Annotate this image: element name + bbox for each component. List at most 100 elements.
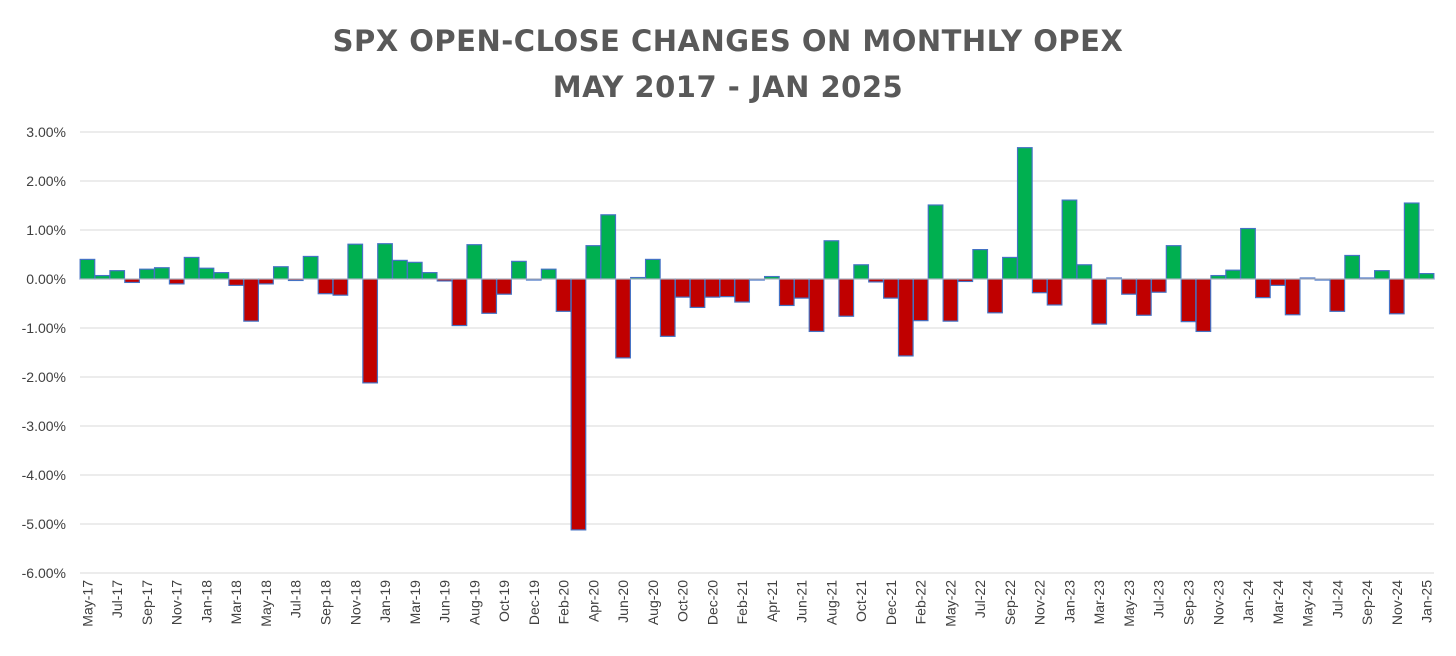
x-tick-label: May-17 <box>79 580 95 627</box>
x-tick-label: Feb-20 <box>556 580 572 625</box>
x-tick-label: May-24 <box>1300 580 1316 627</box>
x-tick-label: Nov-24 <box>1389 580 1405 625</box>
gridlines <box>80 131 1434 574</box>
x-tick-label: Jun-19 <box>437 580 453 623</box>
x-tick-label: Jan-24 <box>1240 580 1256 623</box>
bar-Aug-20 <box>644 258 661 280</box>
x-tick-label: Jul-24 <box>1329 580 1345 618</box>
bar-Nov-19 <box>511 260 527 280</box>
bar-Nov-20 <box>689 278 706 309</box>
bar-Feb-19 <box>392 259 408 280</box>
bar-Dec-17 <box>183 256 200 280</box>
bar-Jul-21 <box>808 278 825 333</box>
x-tick-label: Feb-22 <box>913 580 929 625</box>
x-tick-label: Sep-17 <box>139 580 155 625</box>
x-tick-label: Aug-21 <box>823 580 839 625</box>
y-tick-label: -4.00% <box>22 467 66 483</box>
y-axis-ticks: 3.00% 2.00% 1.00% 0.00% -1.00% -2.00% -3.00% -4… <box>22 124 66 581</box>
x-tick-label: Mar-18 <box>228 580 244 625</box>
x-tick-label: Feb-21 <box>734 580 750 625</box>
x-tick-label: Mar-19 <box>407 580 423 625</box>
bar-Jul-24 <box>1329 278 1346 312</box>
x-tick-label: Aug-20 <box>645 580 661 625</box>
y-tick-label: -6.00% <box>22 565 66 581</box>
bar-Apr-19 <box>421 272 438 280</box>
bar-Oct-22 <box>1016 147 1033 280</box>
x-tick-label: Dec-19 <box>526 580 542 625</box>
bar-Oct-24 <box>1374 270 1390 280</box>
x-tick-label: Jan-23 <box>1061 580 1077 623</box>
bar-Jun-17 <box>94 274 111 280</box>
x-tick-label: May-23 <box>1121 580 1137 627</box>
bar-Sep-18 <box>317 278 334 295</box>
x-tick-label: Sep-22 <box>1002 580 1018 625</box>
chart-subtitle: MAY 2017 - JAN 2025 <box>552 70 904 104</box>
bar-Jan-21 <box>719 278 736 298</box>
bar-Feb-23 <box>1076 264 1093 280</box>
bar-Mar-18 <box>228 278 245 286</box>
x-tick-label: Jun-20 <box>615 580 631 623</box>
y-tick-label: 3.00% <box>26 124 66 140</box>
bar-Nov-18 <box>347 243 364 280</box>
bar-Sep-23 <box>1180 278 1197 323</box>
bar-Feb-20 <box>555 278 572 312</box>
bar-Feb-22 <box>912 278 929 322</box>
bar-Oct-17 <box>153 267 170 280</box>
y-tick-label: 1.00% <box>26 222 66 238</box>
bar-May-23 <box>1121 278 1137 295</box>
bar-Nov-24 <box>1388 278 1405 315</box>
x-tick-label: Jan-25 <box>1419 580 1435 623</box>
bar-May-22 <box>942 278 959 322</box>
x-tick-label: Jan-18 <box>198 580 214 623</box>
bar-Mar-23 <box>1091 278 1108 325</box>
x-tick-label: Jul-23 <box>1151 580 1167 618</box>
x-tick-label: Oct-21 <box>853 580 869 622</box>
bar-Sep-19 <box>481 278 498 314</box>
bar-Feb-21 <box>734 278 751 303</box>
x-tick-label: Aug-19 <box>466 580 482 625</box>
x-tick-label: Nov-22 <box>1032 580 1048 625</box>
bar-Sep-22 <box>1002 256 1018 280</box>
chart-title: SPX OPEN-CLOSE CHANGES ON MONTHLY OPEX <box>332 24 1124 58</box>
bar-Feb-24 <box>1254 278 1271 299</box>
bar-Jul-19 <box>451 278 468 327</box>
bar-May-21 <box>778 278 795 307</box>
bar-Jan-18 <box>198 267 215 280</box>
x-tick-label: Mar-24 <box>1270 580 1286 625</box>
x-tick-label: Nov-17 <box>169 580 185 625</box>
bar-Oct-18 <box>332 278 349 296</box>
x-tick-label: Oct-20 <box>675 580 691 622</box>
bar-Mar-24 <box>1269 278 1286 286</box>
y-tick-label: -5.00% <box>22 516 66 532</box>
bar-Oct-21 <box>853 264 870 280</box>
bar-Jul-17 <box>109 270 126 280</box>
x-tick-label: Apr-20 <box>585 580 601 622</box>
x-tick-label: Apr-21 <box>764 580 780 622</box>
x-tick-label: Sep-18 <box>318 580 334 625</box>
y-tick-label: -2.00% <box>22 369 66 385</box>
bar-Dec-22 <box>1046 278 1063 306</box>
bar-Jan-22 <box>897 278 914 357</box>
bar-May-18 <box>258 278 274 285</box>
x-tick-label: Nov-18 <box>347 580 363 625</box>
bar-Dec-24 <box>1403 202 1420 280</box>
bar-Apr-20 <box>585 245 602 280</box>
bar-Aug-17 <box>124 278 140 284</box>
x-tick-label: Jan-19 <box>377 580 393 623</box>
y-tick-label: 0.00% <box>26 271 66 287</box>
x-tick-label: Sep-23 <box>1180 580 1196 625</box>
bars <box>79 147 1435 531</box>
bar-Jan-20 <box>540 268 557 280</box>
bar-Apr-18 <box>243 278 260 322</box>
bar-Oct-23 <box>1195 278 1212 333</box>
bar-Oct-20 <box>674 278 691 298</box>
bar-Sep-20 <box>659 278 676 337</box>
x-tick-label: Jun-21 <box>794 580 810 623</box>
bar-Dec-21 <box>883 278 899 299</box>
bar-Nov-17 <box>168 278 185 285</box>
bar-Mar-22 <box>927 204 944 280</box>
x-axis-ticks: May-17 Jul-17 Sep-17 Nov-17 Jan-18 Mar-18 May-… <box>79 580 1434 627</box>
bar-Apr-24 <box>1284 278 1301 316</box>
bar-Aug-18 <box>302 255 319 280</box>
